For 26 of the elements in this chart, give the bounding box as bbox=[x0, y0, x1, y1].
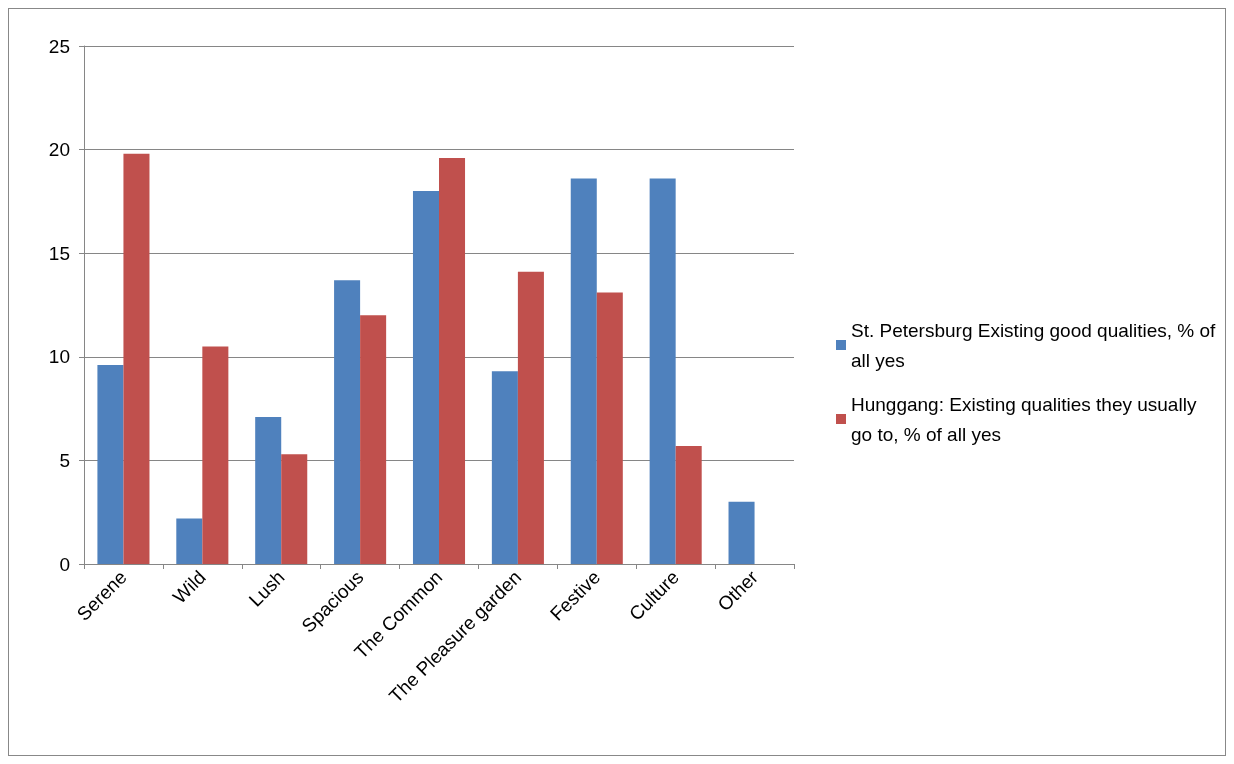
y-tick-label: 0 bbox=[59, 553, 70, 575]
bar bbox=[360, 315, 387, 564]
bar bbox=[176, 518, 203, 564]
y-tick-label: 20 bbox=[48, 139, 70, 161]
legend-label: St. Petersburg Existing good qualities, % of all yes bbox=[851, 319, 1221, 371]
bar bbox=[649, 178, 676, 564]
y-tick-label: 10 bbox=[48, 346, 70, 368]
bar bbox=[491, 371, 518, 564]
bar bbox=[334, 280, 361, 564]
legend-label: Hunggang: Existing qualities they usually go to, % of all yes bbox=[851, 393, 1202, 445]
bar bbox=[281, 454, 308, 564]
bar bbox=[728, 501, 755, 564]
bar bbox=[412, 191, 439, 564]
y-tick-label: 15 bbox=[48, 242, 70, 264]
bar bbox=[517, 271, 544, 564]
y-tick-label: 5 bbox=[59, 449, 70, 471]
bar bbox=[570, 178, 597, 564]
bar bbox=[123, 153, 150, 564]
y-tick-label: 25 bbox=[48, 35, 70, 57]
bar bbox=[97, 365, 124, 564]
bar bbox=[255, 416, 282, 564]
bar bbox=[202, 346, 229, 564]
bar bbox=[675, 445, 702, 564]
bar bbox=[439, 157, 466, 564]
bar bbox=[596, 292, 623, 564]
x-tick-label: Wild bbox=[168, 566, 210, 608]
